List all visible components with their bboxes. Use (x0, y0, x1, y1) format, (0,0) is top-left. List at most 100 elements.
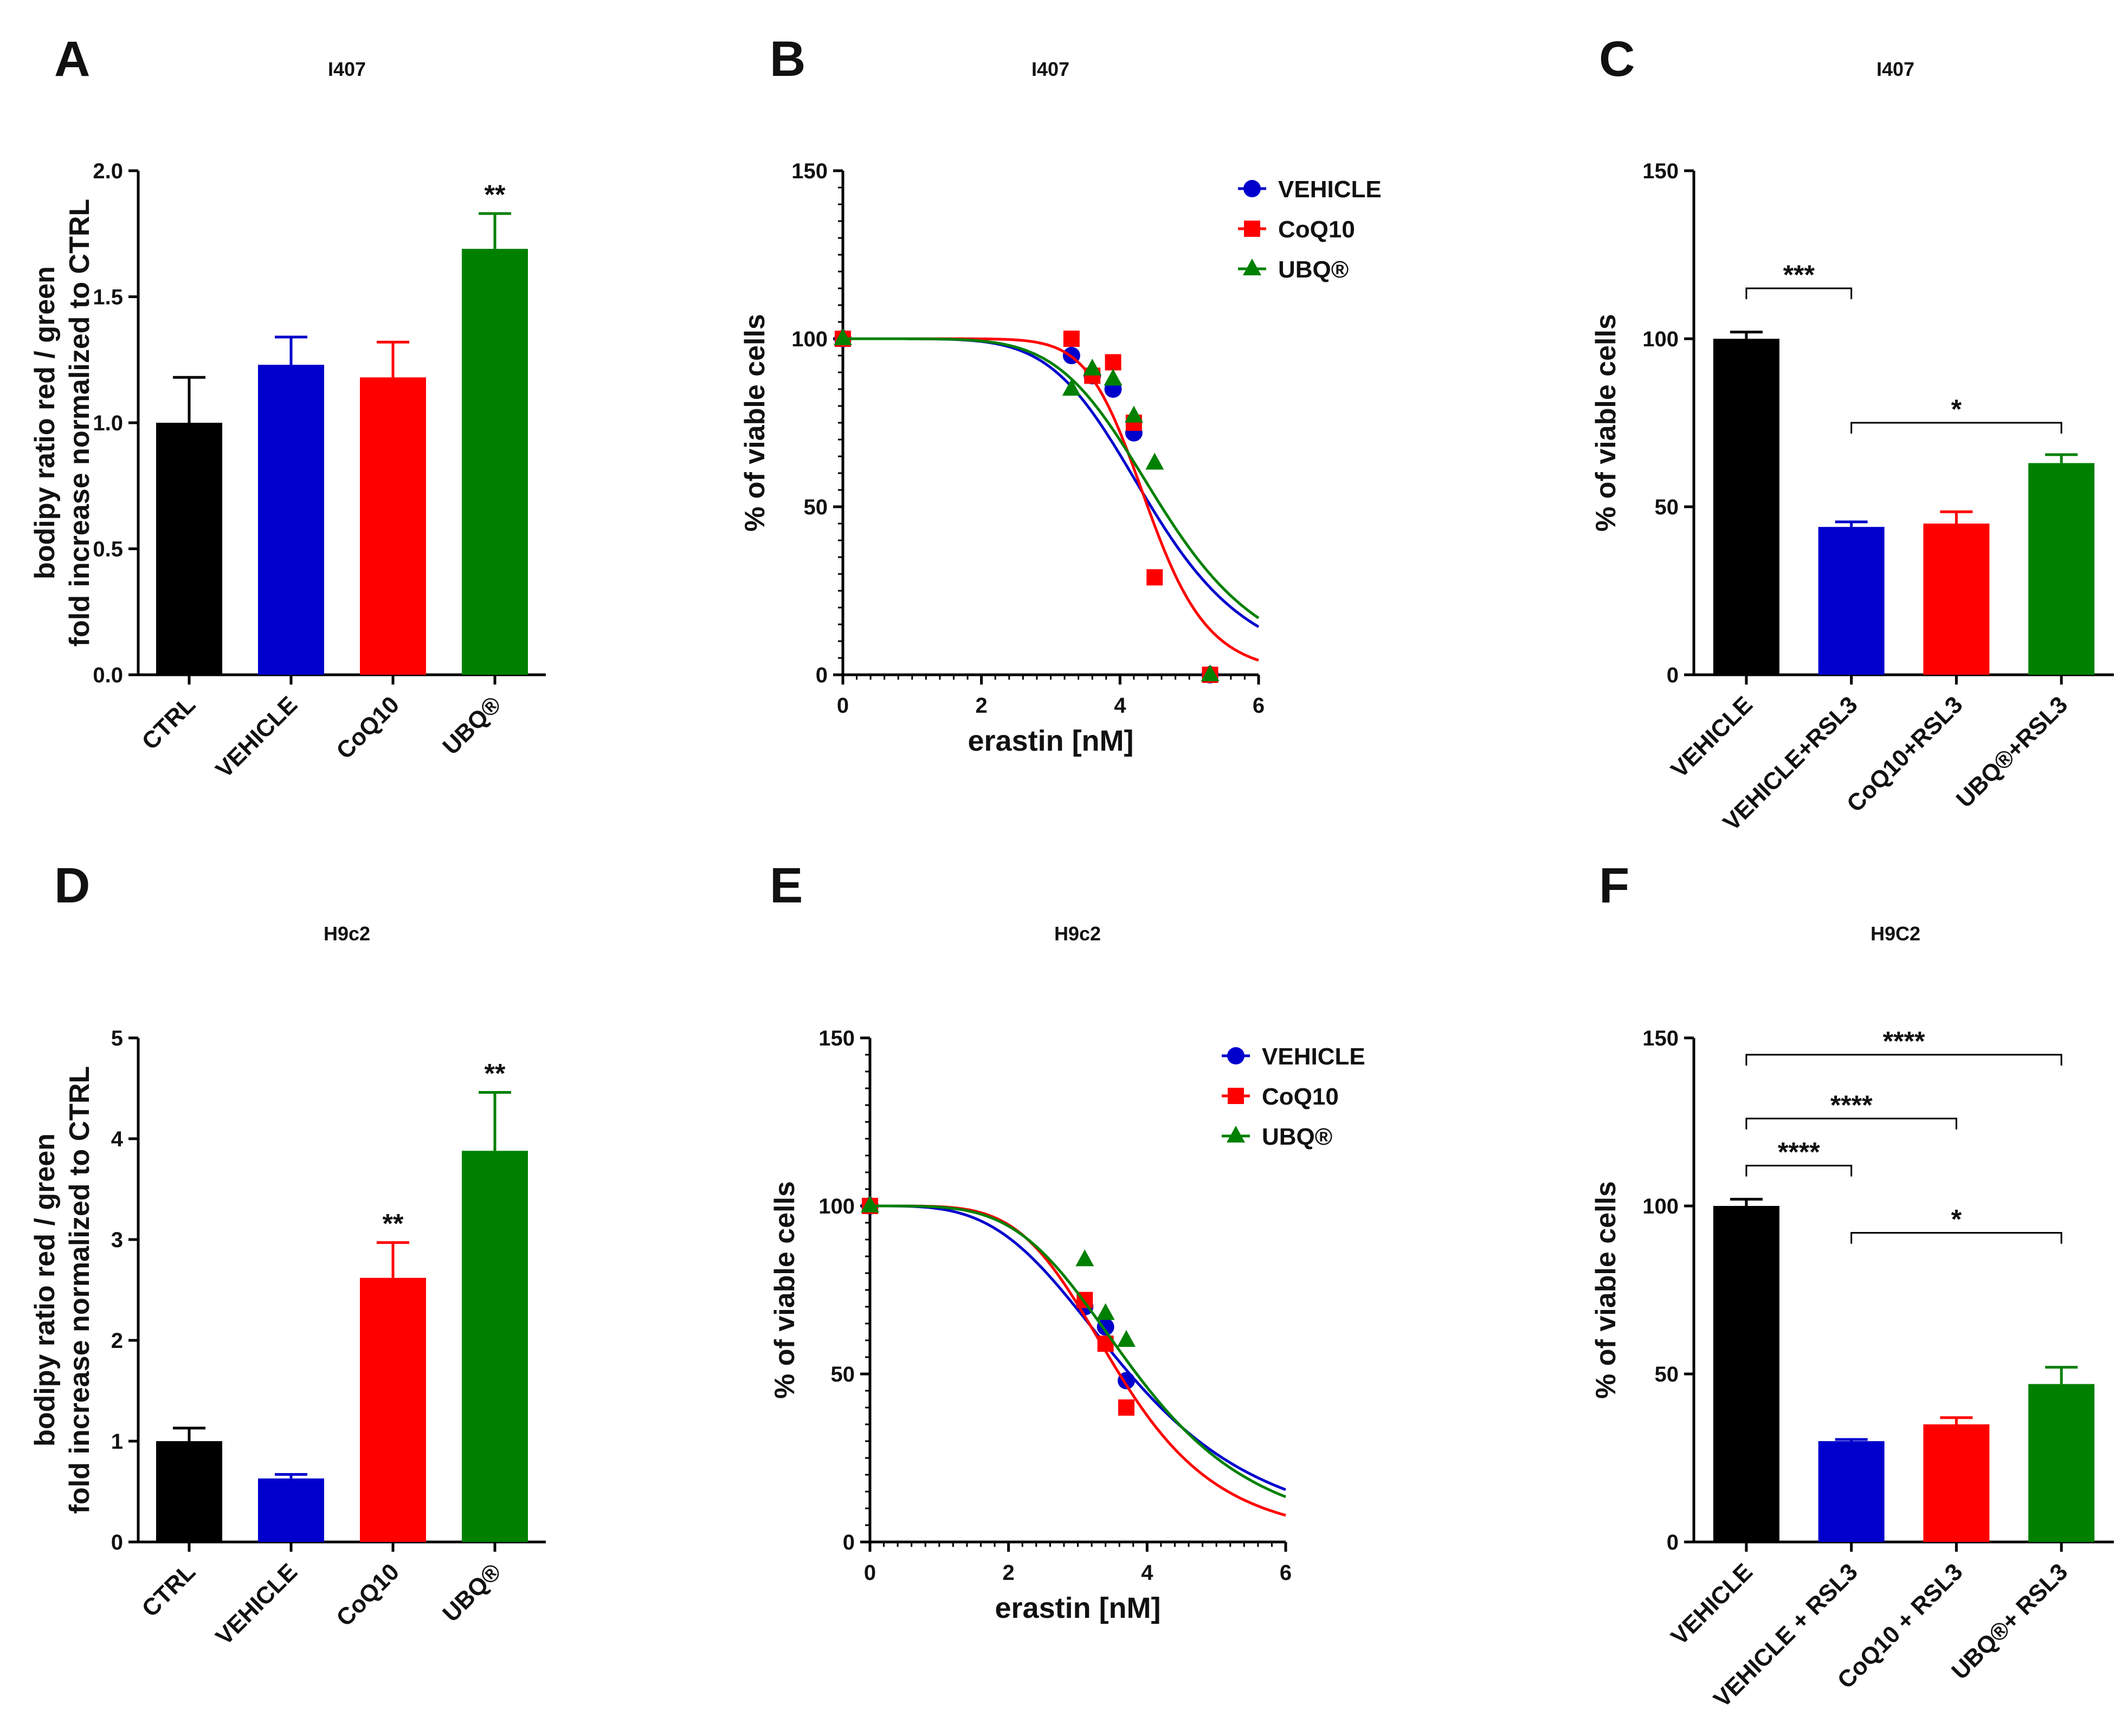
bar (462, 1151, 528, 1542)
significance-label: **** (1830, 1090, 1873, 1120)
bar (1713, 339, 1779, 675)
x-axis-label: erastin [nM] (995, 1592, 1160, 1624)
y-tick-label: 0 (1667, 1531, 1679, 1554)
data-point (1105, 354, 1121, 371)
data-point (1097, 1318, 1114, 1336)
panel-title: I407 (328, 58, 366, 80)
data-point (1124, 405, 1143, 423)
y-tick-label: 150 (1642, 1027, 1679, 1050)
bar (258, 365, 324, 675)
data-point (1118, 1399, 1134, 1416)
y-tick-label: 100 (1642, 327, 1679, 351)
panel-label: E (770, 858, 803, 913)
y-tick-label: 50 (804, 495, 828, 519)
y-tick-label: 0 (111, 1531, 123, 1554)
y-axis-label: % of viable cells (1590, 1181, 1622, 1399)
bar (2028, 1384, 2095, 1542)
data-point (1145, 453, 1164, 470)
significance-label: **** (1883, 1026, 1925, 1056)
bar (462, 249, 528, 675)
x-tick-label: 2 (976, 694, 988, 718)
data-point (1062, 379, 1081, 396)
y-tick-label: 1.5 (93, 286, 123, 309)
bar (360, 1277, 426, 1542)
fit-curve (870, 1204, 1286, 1491)
significance-label: * (1951, 394, 1962, 424)
y-axis-label: % of viable cells (739, 314, 771, 532)
bar (1923, 524, 1990, 675)
y-axis-label: % of viable cells (769, 1181, 801, 1399)
panel-label: D (54, 858, 90, 913)
significance-marker: ** (383, 1209, 404, 1239)
y-tick-label: 50 (1655, 1363, 1679, 1386)
x-category-label: CoQ10 (331, 1558, 404, 1631)
fit-curve (870, 1204, 1286, 1499)
y-tick-label: 2 (111, 1329, 123, 1353)
bar (1818, 1441, 1885, 1542)
x-tick-label: 6 (1280, 1561, 1292, 1585)
x-tick-label: 4 (1141, 1561, 1153, 1585)
panel-title: I407 (1031, 58, 1069, 80)
legend-marker (1243, 259, 1261, 275)
y-tick-label: 4 (111, 1127, 124, 1151)
legend-label: UBQ® (1278, 256, 1349, 283)
panel-label: B (770, 31, 805, 87)
bar (156, 423, 222, 675)
x-category-label: CTRL (137, 1558, 201, 1622)
panel-b: B I407 0 50 100 150 % of viable cells 0 2 4 6 erast… (739, 31, 1382, 757)
y-tick-label: 50 (1655, 495, 1679, 519)
y-tick-label: 5 (111, 1027, 123, 1050)
panel-a: A I407 0.0 0.5 1.0 1.5 2.0 bodipy ratio red / g… (29, 31, 546, 783)
significance-bracket (1745, 1118, 1957, 1130)
significance-label: **** (1778, 1137, 1820, 1167)
y-axis-label: % of viable cells (1590, 314, 1622, 532)
bar (2028, 463, 2095, 675)
y-tick-label: 50 (831, 1363, 855, 1386)
data-point (834, 328, 852, 345)
bar (258, 1478, 324, 1542)
x-tick-label: 2 (1003, 1561, 1015, 1585)
y-axis-label: fold increase normalized to CTRL (64, 199, 95, 647)
legend-label: CoQ10 (1278, 216, 1355, 243)
x-category-label: UBQ® (437, 1558, 506, 1627)
x-category-label: VEHICLE (1666, 1558, 1757, 1650)
y-tick-label: 150 (818, 1027, 855, 1050)
panel-d: D H9c2 0 1 2 3 4 5 bodipy ratio red / green fold … (29, 858, 546, 1650)
y-tick-label: 100 (791, 327, 828, 351)
significance-marker: ** (485, 179, 506, 210)
x-category-label: CTRL (137, 691, 201, 755)
y-tick-label: 100 (1642, 1195, 1679, 1218)
y-tick-label: 150 (791, 159, 828, 183)
fit-curve (843, 337, 1259, 662)
panel-label: A (54, 31, 90, 87)
significance-label: * (1951, 1204, 1962, 1235)
data-point (1117, 1330, 1136, 1347)
fit-curve (843, 337, 1260, 619)
fit-curve (843, 337, 1260, 628)
panel-label: F (1599, 858, 1629, 913)
y-tick-label: 0.0 (93, 663, 123, 687)
x-category-label: VEHICLE (211, 691, 302, 783)
x-category-label: UBQ®+RSL3 (1951, 691, 2073, 812)
panel-title: I407 (1876, 58, 1914, 80)
legend-label: UBQ® (1262, 1124, 1332, 1150)
data-point (1075, 1249, 1094, 1267)
significance-bracket (1745, 1165, 1853, 1177)
y-tick-label: 100 (818, 1195, 855, 1218)
y-tick-label: 0.5 (93, 538, 123, 562)
significance-bracket (1850, 422, 2062, 434)
legend-label: VEHICLE (1278, 176, 1382, 203)
significance-bracket (1745, 1054, 2062, 1066)
legend-label: VEHICLE (1262, 1043, 1365, 1070)
significance-label: *** (1783, 260, 1815, 290)
data-point (1146, 569, 1163, 586)
y-tick-label: 3 (111, 1228, 123, 1252)
x-tick-label: 6 (1253, 694, 1265, 718)
x-category-label: CoQ10 (331, 691, 404, 764)
y-tick-label: 150 (1642, 159, 1679, 183)
data-point (1083, 358, 1102, 376)
x-category-label: VEHICLE (211, 1558, 302, 1650)
